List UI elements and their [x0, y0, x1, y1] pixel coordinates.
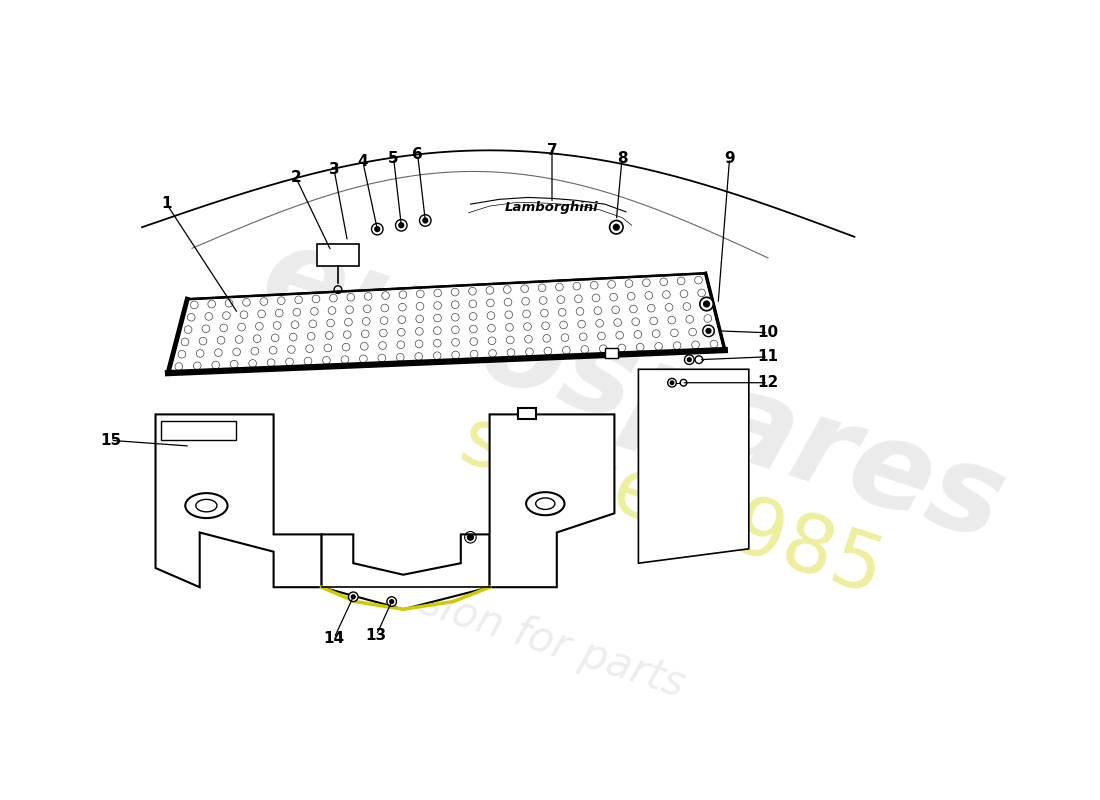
- Text: 8: 8: [617, 150, 627, 166]
- Text: Lamborghini: Lamborghini: [505, 202, 598, 214]
- Circle shape: [703, 325, 714, 337]
- Circle shape: [396, 219, 407, 231]
- Text: eurospares: eurospares: [249, 215, 1019, 566]
- Circle shape: [422, 218, 428, 223]
- Circle shape: [399, 223, 404, 228]
- Circle shape: [668, 378, 676, 387]
- Circle shape: [419, 214, 431, 226]
- Text: 11: 11: [758, 350, 779, 364]
- Circle shape: [389, 600, 394, 603]
- Text: 10: 10: [758, 326, 779, 340]
- Text: 15: 15: [100, 433, 121, 448]
- Circle shape: [704, 301, 710, 307]
- Text: 1: 1: [161, 196, 172, 210]
- Text: a passion for parts: a passion for parts: [308, 546, 691, 706]
- Circle shape: [695, 356, 703, 363]
- Circle shape: [680, 379, 686, 386]
- Text: since 1985: since 1985: [451, 401, 893, 610]
- Circle shape: [387, 597, 396, 606]
- Circle shape: [700, 298, 713, 310]
- Polygon shape: [168, 274, 725, 373]
- Polygon shape: [321, 534, 490, 610]
- Text: 5: 5: [388, 150, 399, 166]
- Circle shape: [349, 592, 359, 602]
- Circle shape: [609, 221, 623, 234]
- Bar: [317, 245, 359, 266]
- Circle shape: [375, 226, 379, 231]
- Text: 9: 9: [724, 150, 735, 166]
- Circle shape: [351, 595, 355, 598]
- Text: 13: 13: [366, 628, 387, 642]
- Text: 6: 6: [412, 146, 424, 162]
- Text: 14: 14: [323, 630, 344, 646]
- Circle shape: [670, 381, 673, 385]
- Polygon shape: [490, 414, 615, 587]
- Text: 7: 7: [547, 143, 558, 158]
- Polygon shape: [638, 370, 749, 563]
- Circle shape: [706, 329, 711, 334]
- Circle shape: [468, 534, 473, 540]
- Bar: [605, 348, 618, 358]
- Polygon shape: [518, 408, 536, 419]
- Text: 3: 3: [329, 162, 340, 177]
- Circle shape: [372, 223, 383, 235]
- Text: 12: 12: [758, 375, 779, 390]
- Text: 2: 2: [290, 170, 301, 185]
- Bar: [162, 421, 236, 440]
- Circle shape: [688, 358, 691, 362]
- Circle shape: [614, 224, 619, 230]
- Text: 4: 4: [358, 154, 368, 170]
- Polygon shape: [155, 414, 321, 587]
- Circle shape: [684, 355, 694, 365]
